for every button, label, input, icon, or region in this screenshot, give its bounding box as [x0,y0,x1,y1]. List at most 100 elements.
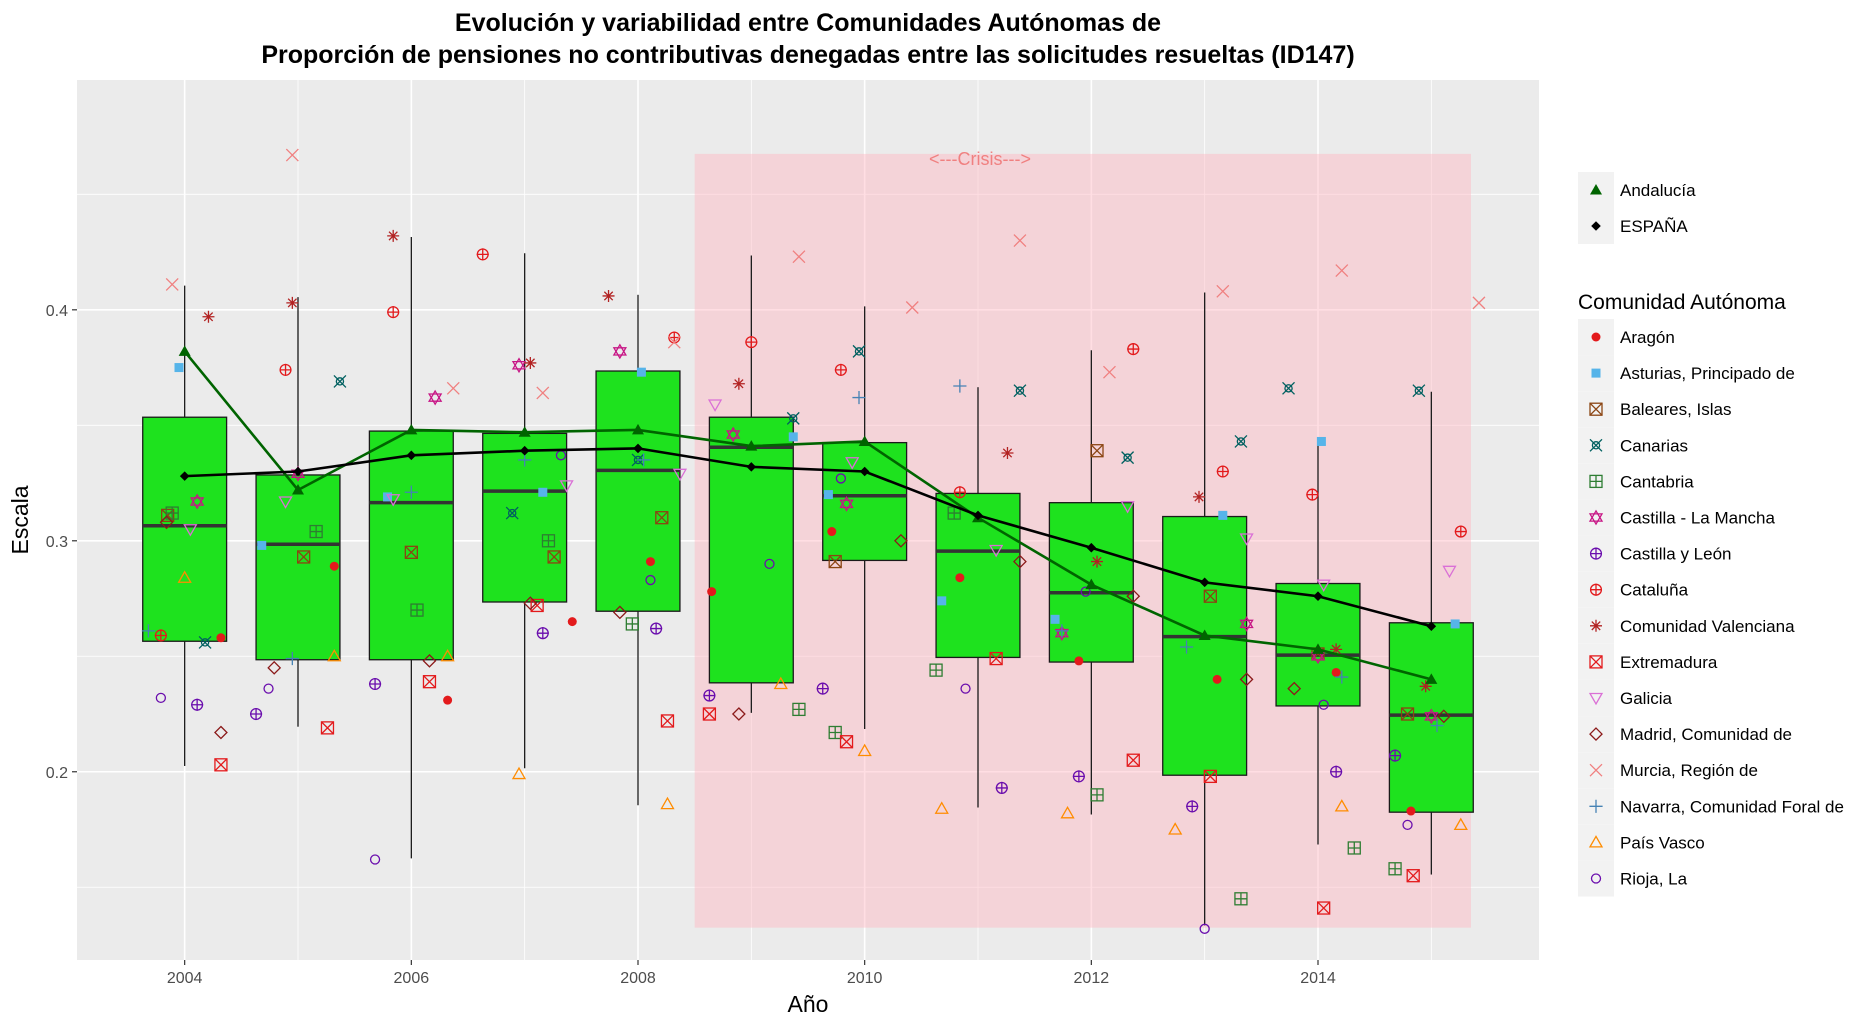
point-murcia-region-de [536,386,550,400]
point-madrid-comunidad-de [894,533,908,548]
point-castilla-y-leon [1186,800,1199,813]
point-asturias-principado-de [383,492,393,502]
x-tick-label: 2006 [394,970,430,987]
point-aragon [707,587,717,597]
point-extremadura [1126,753,1140,767]
legend-key-bg [1578,860,1614,897]
point-pais-vasco [1334,799,1349,812]
point-castilla-la-mancha [839,495,854,512]
point-cantabria [1347,841,1361,855]
point-aragon [1074,656,1084,666]
point-asturias-principado-de [1450,619,1460,629]
legend-label: Castilla - La Mancha [1620,509,1776,528]
point-madrid-comunidad-de [214,725,228,740]
point-cantabria [929,663,943,677]
point-pais-vasco [327,648,342,662]
point-castilla-la-mancha [1239,616,1254,632]
point-castilla-y-leon [191,698,204,711]
point-andalucia [518,426,531,437]
point-castilla-la-mancha [427,389,443,406]
point-espana [973,510,983,521]
x-axis-title: Año [788,991,829,1017]
point-espana [1313,591,1323,602]
point-cantabria [1388,862,1402,876]
point-espana [293,466,303,477]
point-comunidad-valenciana [1419,680,1432,693]
box-2005 [255,297,341,727]
crisis-label: <---Crisis---> [929,149,1031,169]
point-navarra-comunidad-foral-de [637,453,651,467]
legend-label: Murcia, Región de [1620,761,1758,780]
point-pais-vasco [1168,822,1183,835]
legend-marker [1590,184,1602,195]
point-espana [179,471,190,481]
line-espana [184,447,1432,628]
point-rioja-la [1402,819,1413,831]
point-cantabria [625,617,639,631]
point-comunidad-valenciana [202,310,215,323]
point-galicia [672,468,688,482]
point-murcia-region-de [446,381,460,395]
legend-marker [1590,619,1602,632]
point-asturias-principado-de [174,363,184,373]
point-castilla-y-leon [369,677,382,691]
point-rioja-la [1199,923,1210,934]
point-madrid-comunidad-de [523,596,538,611]
legend-label: Navarra, Comunidad Foral de [1620,797,1844,816]
point-extremadura [989,651,1003,666]
point-espana [746,462,757,472]
x-tick-label: 2012 [1074,970,1110,987]
legend-label: Asturias, Principado de [1620,364,1795,383]
box-2006 [368,237,454,859]
point-andalucia [1425,673,1438,684]
point-cataluna [154,629,167,642]
legend-label: Castilla y León [1620,545,1732,564]
point-castilla-y-leon [1330,765,1343,778]
point-canarias [198,635,212,649]
point-murcia-region-de [1216,284,1230,298]
series-lines [178,345,1438,684]
point-aragon [567,617,577,627]
box-body [708,416,794,684]
point-espana [1086,542,1097,553]
legend-label: Cataluña [1620,581,1689,600]
point-galicia [1239,533,1254,546]
legend-marker [1589,402,1603,416]
point-canarias [1282,381,1295,395]
legend-label: Canarias [1620,436,1688,455]
chart-title-line1: Evolución y variabilidad entre Comunidad… [455,9,1161,37]
point-espana [859,466,870,477]
x-tick-label: 2010 [847,970,883,987]
point-cataluna [745,336,758,349]
point-comunidad-valenciana [1193,490,1205,503]
legend-key-bg [1578,716,1614,753]
point-pais-vasco [660,796,675,810]
point-baleares-islas [1090,444,1104,458]
point-navarra-comunidad-foral-de [285,651,299,666]
legend-marker [1588,509,1604,526]
point-canarias [333,374,347,388]
point-comunidad-valenciana [732,377,745,390]
point-murcia-region-de [667,335,681,349]
y-tick-label: 0.4 [46,303,68,320]
point-asturias-principado-de [1218,510,1228,520]
point-cantabria [828,725,842,740]
x-tick-label: 2014 [1300,970,1336,987]
point-extremadura [422,675,437,689]
legend-key-bg [1578,680,1614,716]
point-aragon [955,573,965,583]
point-canarias [505,506,519,520]
point-canarias [1121,451,1135,465]
point-andalucia [1085,578,1098,590]
point-asturias-principado-de [538,487,548,497]
point-galicia [1442,565,1457,579]
point-asturias-principado-de [1050,614,1060,624]
box-2008 [595,294,681,806]
point-castilla-y-leon [703,689,716,702]
point-extremadura [1203,769,1217,784]
point-castilla-y-leon [250,707,263,721]
legend-marker [1589,474,1603,489]
point-navarra-comunidad-foral-de [852,390,866,405]
point-rioja-la [764,558,775,570]
point-pais-vasco [1453,817,1468,831]
